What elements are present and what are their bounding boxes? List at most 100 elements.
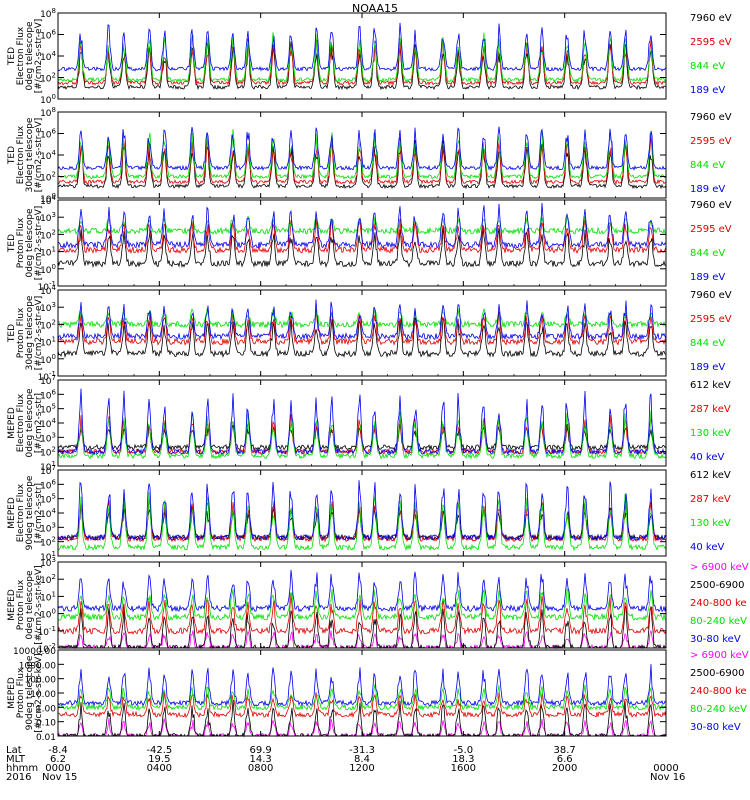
y-tick-label: 102 [40, 171, 56, 184]
y-tick-label: 106 [40, 388, 56, 401]
series-line-80-240-kev [57, 588, 667, 622]
y-tick-label: 10-1 [38, 625, 56, 638]
x-row-value: -5.0 [453, 745, 474, 756]
y-tick-label: 102 [40, 536, 56, 549]
series-line-844-ev [57, 215, 667, 236]
y-axis-label: MEPED [7, 497, 17, 529]
x-row-value: -42.5 [146, 745, 173, 756]
x-row-value: 8.4 [354, 754, 370, 765]
series-line-2595-ev [57, 309, 667, 346]
legend-entry: 189 eV [690, 85, 725, 96]
y-tick-label: 103 [40, 556, 56, 569]
y-axis-label: TED [7, 146, 17, 165]
y-axis-label: [#/cm2-s-str] [34, 483, 44, 543]
y-tick-label: 10-1 [38, 370, 56, 383]
y-axis-label: [#/cm2-s-str-eV] [34, 19, 44, 94]
series-line-2595-ev [57, 137, 667, 185]
series-line-7960-ev [57, 140, 667, 190]
y-tick-label: 103 [40, 301, 56, 314]
x-row-value: -8.4 [48, 745, 68, 756]
legend-entry: 2595 eV [690, 136, 732, 147]
y-axis-label: [#/cm2-s-str-eV] [34, 206, 44, 281]
panel-7: 10-2 10-1 100 101 102 103 MEPED Proton Flux 0deg… [7, 556, 749, 655]
y-tick-label: 102 [40, 228, 56, 241]
y-axis-label: MEPED [7, 677, 17, 709]
x-row-value: 6.2 [50, 754, 66, 765]
y-tick-label: 106 [40, 128, 56, 141]
y-tick-label: 10-1 [38, 280, 56, 293]
legend-entry: 7960 eV [690, 200, 732, 211]
y-axis-label: Proton Flux [16, 307, 26, 358]
y-tick-label: 102 [40, 318, 56, 331]
series-line-2500-6900 [57, 605, 667, 650]
y-tick-label: 105 [40, 403, 56, 416]
y-tick-label: 10-2 [38, 642, 56, 655]
y-tick-label: 100.00 [25, 676, 57, 686]
y-tick-label: 10.00 [30, 690, 56, 700]
legend-entry: 130 keV [690, 518, 731, 529]
x-row-value: 0400 [146, 763, 173, 774]
y-tick-label: 0.01 [36, 733, 56, 743]
series-line-2595-ev [57, 37, 667, 87]
y-axis-label: 30deg telescope [25, 295, 35, 370]
legend-entry: 7960 eV [690, 13, 732, 24]
series-line-240-800-ke [57, 691, 667, 719]
y-tick-label: 106 [40, 478, 56, 491]
series-line-80-240-kev [58, 683, 667, 711]
y-axis-label: [#/cm2-s-str] [34, 393, 44, 453]
legend-entry: 189 eV [690, 272, 725, 283]
legend-entry: 40 keV [690, 452, 724, 463]
y-tick-label: 102 [40, 446, 56, 459]
x-row-label: 2016 [6, 772, 32, 783]
series-line-7960-ev [57, 314, 667, 359]
y-tick-label: 102 [40, 573, 56, 586]
y-tick-label: 104 [40, 284, 56, 297]
legend-entry: 2595 eV [690, 224, 732, 235]
x-row-value: 14.3 [249, 754, 272, 765]
y-tick-label: 101 [40, 460, 56, 473]
x-row-value: -31.3 [349, 745, 375, 756]
legend-entry: 80-240 keV [690, 616, 747, 627]
y-axis-label: Electron Flux [16, 393, 26, 452]
legend-entry: 2595 eV [690, 37, 732, 48]
y-tick-label: 108 [40, 7, 56, 20]
y-tick-label: 100 [40, 353, 56, 366]
y-axis-label: [#/cm2-s-str-keV] [34, 653, 44, 732]
series-line-844-ev [57, 308, 667, 329]
legend-entry: 7960 eV [690, 112, 732, 123]
y-axis-label: MEPED [7, 589, 17, 621]
x-row-value: 19.5 [148, 754, 171, 765]
legend-entry: 287 keV [690, 494, 731, 505]
x-row-value: 6.6 [556, 754, 573, 765]
panel-8: 0.01 0.10 1.00 10.00 100.00 1000.00 10000.00 ME… [7, 647, 749, 743]
x-row-label: hhmm [6, 763, 39, 774]
legend-entry: > 6900 keV [690, 650, 749, 661]
series-line-30-80-kev [57, 664, 667, 708]
x-row-value: 1200 [349, 763, 375, 774]
y-tick-label: 107 [40, 464, 56, 477]
y-tick-label: 0.10 [36, 719, 56, 729]
y-axis-label: [#/cm2-s-str-eV] [34, 118, 44, 193]
y-axis-label: 0deg telescope [25, 570, 35, 640]
y-axis-label: [#/cm2-s-str-eV] [34, 296, 44, 371]
y-tick-label: 104 [40, 149, 56, 162]
y-axis-label: 90deg telescope [25, 475, 35, 550]
series-line-189-ev [57, 299, 667, 341]
y-tick-label: 104 [40, 417, 56, 430]
y-tick-label: 108 [40, 106, 56, 119]
y-tick-label: 1000.00 [19, 661, 56, 671]
series-line-189-ev [57, 22, 667, 72]
y-axis-label: [#/cm2-s-str-keV] [34, 565, 44, 644]
y-tick-label: 100 [40, 192, 56, 205]
legend-entry: 2595 eV [690, 314, 732, 325]
legend-entry: 189 eV [690, 184, 725, 195]
legend-entry: 844 eV [690, 160, 725, 171]
panel-frame [57, 379, 667, 467]
panel-1: 100 102 104 106 108 TED Electron Flux 0deg tele… [7, 7, 732, 106]
series-line-844-ev [57, 129, 667, 180]
legend-entry: 30-80 keV [690, 722, 741, 733]
y-tick-label: 100 [40, 263, 56, 276]
x-row-value: 2000 [551, 763, 578, 774]
panel-frame [57, 469, 667, 557]
